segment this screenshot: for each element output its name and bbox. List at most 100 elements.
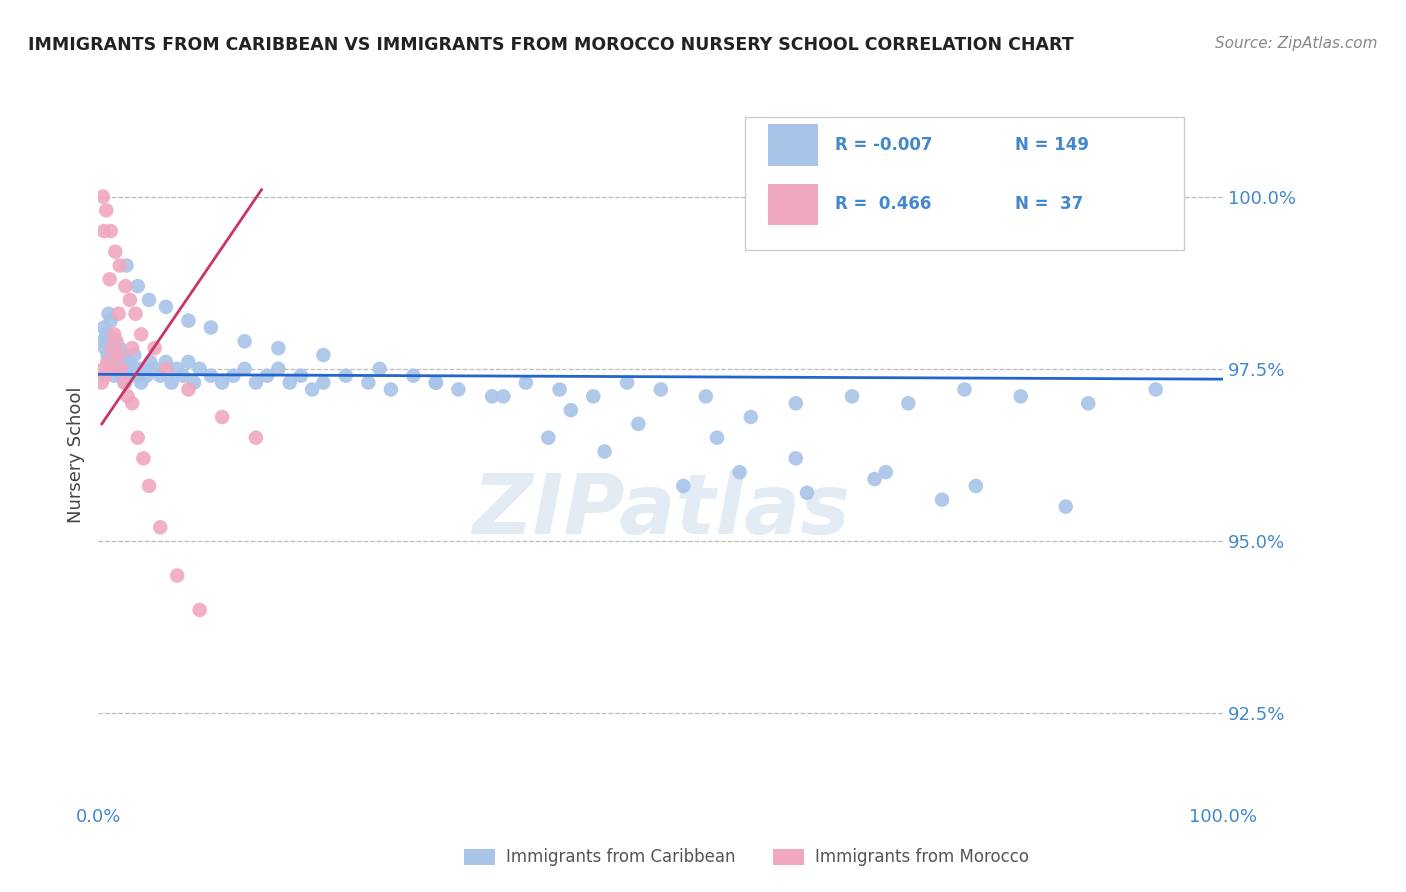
Point [112,348,135,362]
Point [118,355,141,369]
Point [124,348,146,362]
Point [96,203,118,218]
Point [172,368,194,383]
Point [107,307,129,321]
Text: ZIPatlas: ZIPatlas [472,470,849,551]
Point [118,293,141,307]
Point [897,396,920,410]
Point [1010,389,1032,403]
Point [650,383,672,397]
Point [155,361,177,376]
Point [177,383,200,397]
Point [90,376,112,390]
Point [105,334,128,349]
Point [114,279,136,293]
Point [101,341,124,355]
Point [312,376,335,390]
Point [256,368,278,383]
Point [166,361,188,376]
Point [96,348,118,362]
Point [290,368,312,383]
Point [110,368,132,383]
Point [94,368,117,383]
Point [188,361,211,376]
Point [706,431,728,445]
Point [728,465,751,479]
Point [115,259,138,273]
Point [785,451,807,466]
Point [380,383,402,397]
Point [111,355,134,369]
Point [93,224,115,238]
Point [132,451,155,466]
Point [127,279,149,293]
Point [931,492,953,507]
Point [211,376,233,390]
Point [672,479,695,493]
Point [112,376,135,390]
Point [117,361,139,376]
Point [166,568,188,582]
Point [149,368,172,383]
Point [301,383,323,397]
FancyBboxPatch shape [768,124,818,166]
Point [200,320,222,334]
Point [98,355,121,369]
Point [335,368,357,383]
Point [155,300,177,314]
Point [104,334,127,349]
Point [128,361,150,376]
Point [481,389,503,403]
Point [114,376,136,390]
Point [368,361,391,376]
Point [104,244,127,259]
Point [267,361,290,376]
Point [593,444,616,458]
Point [245,431,267,445]
Point [211,410,233,425]
Point [127,431,149,445]
Point [96,327,118,342]
Point [121,361,143,376]
Point [425,376,447,390]
Point [117,389,139,403]
Point [695,389,717,403]
Point [616,376,638,390]
Point [110,361,132,376]
Point [107,348,129,362]
Point [129,376,152,390]
Point [118,368,141,383]
Point [953,383,976,397]
Point [112,361,135,376]
Point [138,293,160,307]
Point [267,341,290,355]
Point [785,396,807,410]
Point [582,389,605,403]
Point [98,361,121,376]
Point [91,189,114,203]
Point [97,307,120,321]
Point [93,320,115,334]
Point [108,341,131,355]
Point [143,341,166,355]
Point [200,368,222,383]
Point [125,368,148,383]
Point [425,376,447,390]
Point [183,376,205,390]
Text: Immigrants from Morocco: Immigrants from Morocco [815,848,1029,866]
Point [121,341,143,355]
Point [138,479,160,493]
Point [132,361,155,376]
Point [100,313,122,327]
Point [100,224,122,238]
Point [103,368,125,383]
Point [1144,383,1167,397]
Point [105,355,128,369]
Point [965,479,987,493]
Point [312,348,335,362]
Point [160,376,183,390]
Point [357,376,380,390]
Point [94,341,117,355]
Point [93,361,115,376]
Point [107,348,129,362]
